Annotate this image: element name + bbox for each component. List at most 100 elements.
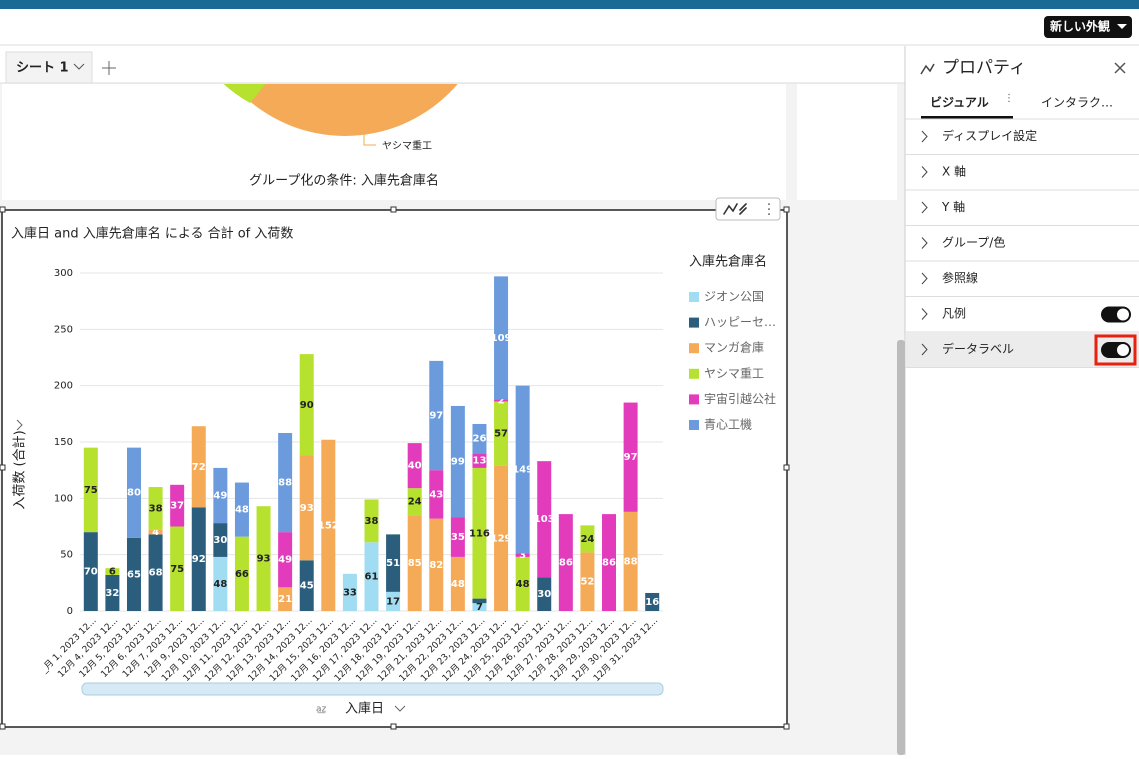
tab-menu[interactable]: ⋮ — [1004, 93, 1014, 104]
data-label: 92 — [192, 554, 206, 565]
bar-segment — [472, 453, 487, 468]
bar-segment — [321, 439, 336, 611]
legend-swatch[interactable] — [689, 292, 699, 302]
legend-label[interactable]: ヤシマ重工 — [704, 366, 764, 380]
add-tab[interactable] — [102, 61, 116, 75]
legend-label[interactable]: ハッピーセ… — [704, 315, 776, 329]
menu-item[interactable]: データラベル — [942, 341, 1014, 356]
legend-swatch[interactable] — [689, 394, 699, 405]
bar-segment — [105, 574, 120, 611]
data-label: 51 — [386, 558, 400, 569]
sheet-tab-label: シート 1 — [16, 61, 69, 76]
bar-segment — [191, 426, 206, 508]
data-label: 32 — [105, 588, 119, 599]
bar-segment — [148, 487, 163, 530]
bar-segment — [256, 506, 271, 611]
data-label: 82 — [429, 560, 443, 571]
legend-swatch[interactable] — [689, 317, 699, 328]
y-tick-label: 200 — [54, 381, 73, 392]
legend-swatch[interactable] — [689, 420, 699, 430]
bar-segment — [623, 402, 638, 512]
bar-segment — [407, 488, 422, 516]
chevron — [921, 308, 928, 320]
data-label: 66 — [235, 569, 249, 580]
tab-bar — [0, 46, 905, 83]
data-label: 13 — [473, 456, 487, 467]
scrollbar[interactable] — [897, 340, 905, 755]
y-axis-label: 入荷数 (合計) — [12, 430, 28, 509]
bar-segment — [364, 499, 379, 543]
bar-segment — [148, 529, 163, 535]
y-tick-label: 0 — [67, 606, 73, 617]
other-visual[interactable] — [797, 84, 897, 200]
legend-label[interactable]: ジオン公国 — [704, 290, 764, 304]
data-label: 4 — [152, 527, 159, 538]
menu-item[interactable]: Y 軸 — [941, 200, 965, 214]
legend-label[interactable]: 宇宙引越公社 — [704, 391, 776, 406]
bar-segment — [170, 484, 185, 527]
data-label: 90 — [300, 400, 314, 411]
bar-segment — [386, 534, 401, 592]
new-look-button[interactable] — [1044, 16, 1132, 38]
data-label: 17 — [386, 596, 400, 607]
bar-segment — [126, 537, 141, 611]
data-label: 16 — [645, 597, 659, 608]
data-label: 6 — [109, 567, 116, 578]
y-chevron[interactable] — [16, 419, 23, 431]
bar-segment — [515, 553, 530, 557]
sort-icon: a͟z — [316, 705, 327, 715]
tab[interactable]: ビジュアル — [930, 95, 989, 110]
properties-panel — [905, 46, 1139, 755]
menu-item[interactable]: グループ/色 — [942, 236, 1005, 250]
caret — [1117, 24, 1127, 29]
legend-label[interactable]: 青心工機 — [704, 417, 752, 432]
data-label: 75 — [84, 485, 98, 496]
chevron — [921, 343, 928, 356]
x-axis-label: 入庫日 — [345, 702, 384, 717]
tab-underline — [921, 116, 1013, 119]
menu-item[interactable]: 凡例 — [942, 307, 966, 321]
y-tick-label: 250 — [54, 324, 73, 335]
visual-toolbar[interactable] — [715, 197, 781, 221]
tab[interactable]: インタラク… — [1041, 96, 1113, 110]
toggle-knob — [1117, 308, 1129, 321]
scrollbar[interactable] — [81, 682, 664, 696]
bar-segment — [450, 517, 465, 557]
y-tick-label: 150 — [54, 437, 73, 448]
highlight — [1094, 334, 1137, 366]
data-label: 149 — [512, 465, 533, 476]
legend-swatch[interactable] — [689, 368, 699, 379]
bar-segment — [126, 447, 141, 538]
data-label: 38 — [365, 516, 379, 527]
data-label: 93 — [257, 554, 271, 565]
data-label: 97 — [429, 411, 443, 422]
menu-item[interactable]: X 軸 — [942, 165, 966, 179]
x-chevron[interactable] — [394, 705, 406, 712]
data-label: 88 — [278, 478, 292, 489]
bar-segment — [342, 573, 357, 611]
menu-item[interactable]: 参照線 — [942, 270, 978, 285]
bar-segment — [472, 423, 487, 454]
bar-segment — [213, 556, 228, 611]
legend-title: 入庫先倉庫名 — [689, 254, 767, 270]
bar-segment — [450, 556, 465, 611]
bar-segment — [234, 536, 249, 611]
data-label: 152 — [318, 520, 339, 531]
chevron — [921, 237, 928, 249]
legend-swatch[interactable] — [689, 343, 699, 354]
data-label: 43 — [429, 489, 443, 500]
bar-segment — [429, 360, 444, 471]
data-label: 24 — [580, 534, 594, 545]
data-label: 116 — [469, 528, 490, 539]
menu-item-bg — [906, 332, 1139, 368]
data-label: 97 — [624, 452, 638, 463]
panel-icon — [920, 63, 935, 75]
bar-segment — [602, 514, 617, 611]
bar-segment — [494, 465, 509, 611]
top-bar — [0, 0, 1139, 9]
y-tick-label: 100 — [54, 493, 73, 504]
legend-label[interactable]: マンガ倉庫 — [704, 340, 764, 355]
close[interactable] — [1114, 62, 1126, 74]
menu-item[interactable]: ディスプレイ設定 — [942, 128, 1037, 143]
